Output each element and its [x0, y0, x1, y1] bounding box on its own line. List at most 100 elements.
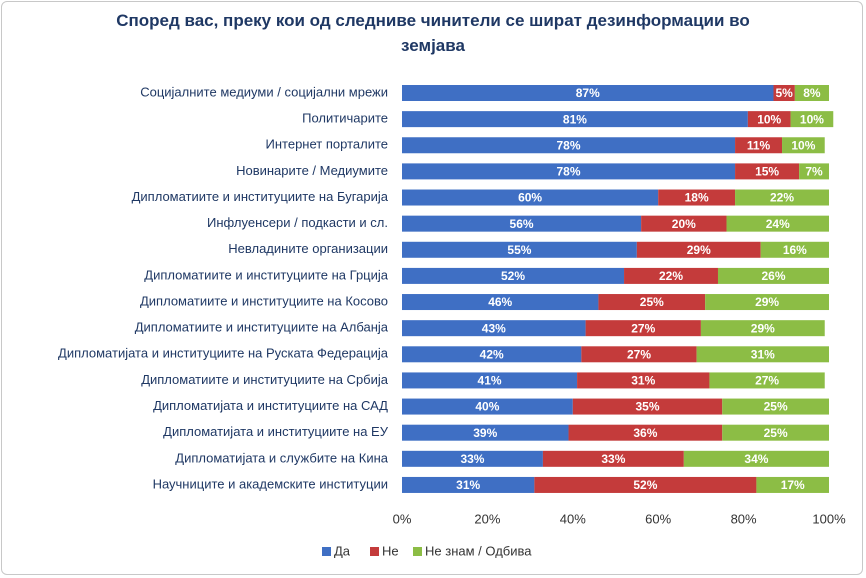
value-label: 10% — [757, 112, 781, 126]
bar-segment — [585, 320, 701, 337]
value-label: 22% — [770, 191, 794, 205]
x-tick-label: 20% — [474, 511, 500, 526]
bar-segment — [705, 294, 829, 311]
value-label: 41% — [478, 374, 502, 388]
x-tick-label: 40% — [560, 511, 586, 526]
value-label: 11% — [747, 138, 771, 152]
value-label: 55% — [507, 243, 531, 257]
value-label: 33% — [460, 452, 484, 466]
legend-swatch — [413, 547, 422, 556]
bar-segment — [402, 267, 625, 284]
category-label: Дипломатијата и службите на Кина — [175, 450, 388, 465]
value-label: 40% — [475, 400, 499, 414]
value-label: 8% — [803, 86, 821, 100]
value-label: 34% — [744, 452, 768, 466]
x-tick-label: 60% — [645, 511, 671, 526]
category-label: Дипломатиите и институциите на Албанја — [135, 320, 389, 335]
value-label: 52% — [501, 269, 525, 283]
bar-segment — [726, 215, 829, 232]
value-label: 25% — [764, 400, 788, 414]
x-tick-label: 100% — [812, 511, 846, 526]
category-label: Политичарите — [302, 111, 388, 126]
bar-segment — [735, 137, 783, 154]
bar-segment — [402, 189, 659, 206]
category-label: Научниците и академските институции — [153, 476, 388, 491]
value-label: 26% — [761, 269, 785, 283]
category-label: Интернет порталите — [266, 137, 388, 152]
value-label: 31% — [631, 374, 655, 388]
chart-title: Според вас, преку кои од следниве чините… — [116, 11, 750, 55]
bar-segment — [402, 294, 599, 311]
value-label: 42% — [480, 347, 504, 361]
value-label: 27% — [755, 374, 779, 388]
bar-segment — [402, 450, 543, 467]
value-label: 87% — [576, 86, 600, 100]
bar-segment — [773, 85, 795, 101]
value-label: 31% — [456, 478, 480, 492]
bar-segment — [636, 241, 761, 258]
value-label: 10% — [800, 112, 824, 126]
bar-segment — [598, 294, 706, 311]
bar-segment — [790, 111, 834, 128]
bar-segment — [624, 267, 718, 284]
value-label: 36% — [633, 426, 657, 440]
bar-segment — [577, 372, 710, 389]
category-label: Дипломатиите и институциите на Бугарија — [132, 189, 389, 204]
bar-segment — [760, 241, 829, 258]
value-label: 81% — [563, 112, 587, 126]
value-label: 20% — [672, 217, 696, 231]
value-label: 25% — [764, 426, 788, 440]
bar-segment — [542, 450, 684, 467]
category-label: Дипломатијата и институциите на Руската … — [58, 346, 389, 361]
bar-segment — [782, 137, 825, 154]
bar-segment — [402, 320, 586, 337]
bar-segment — [794, 85, 829, 101]
value-label: 29% — [755, 295, 779, 309]
category-label: Инфлуенсери / подкасти и сл. — [207, 215, 388, 230]
value-label: 25% — [640, 295, 664, 309]
bar-segment — [534, 476, 757, 493]
bar-segment — [402, 137, 736, 154]
value-label: 29% — [687, 243, 711, 257]
value-label: 27% — [627, 347, 651, 361]
bar-segment — [402, 85, 774, 101]
category-label: Дипломатиите и институциите на Косово — [140, 293, 388, 308]
bar-segment — [402, 111, 748, 128]
category-label: Невладините организации — [228, 241, 388, 256]
value-label: 31% — [751, 347, 775, 361]
value-label: 10% — [791, 138, 815, 152]
category-label: Дипломатиите и институциите на Србија — [141, 372, 389, 387]
value-label: 33% — [601, 452, 625, 466]
bar-segment — [658, 189, 736, 206]
value-label: 15% — [755, 165, 779, 179]
bar-segment — [756, 476, 829, 493]
value-label: 46% — [488, 295, 512, 309]
x-tick-label: 0% — [393, 511, 412, 526]
value-label: 60% — [518, 191, 542, 205]
value-label: 78% — [557, 165, 581, 179]
bar-segment — [722, 398, 829, 415]
legend-label: Не знам / Одбива — [425, 543, 532, 558]
x-tick-label: 80% — [731, 511, 757, 526]
bar-segment — [402, 346, 582, 363]
value-label: 16% — [783, 243, 807, 257]
value-label: 27% — [631, 321, 655, 335]
value-label: 22% — [659, 269, 683, 283]
bar-segment — [717, 267, 829, 284]
value-label: 35% — [636, 400, 660, 414]
category-label: Социјалните медиуми / социјални мрежи — [140, 84, 388, 99]
bar-segment — [722, 424, 829, 441]
bar-segment — [735, 189, 829, 206]
category-label: Дипломатијата и институциите на ЕУ — [163, 424, 389, 439]
value-label: 78% — [557, 138, 581, 152]
legend-label: Не — [382, 543, 399, 558]
value-label: 39% — [473, 426, 497, 440]
bar-segment — [700, 320, 825, 337]
value-label: 43% — [482, 321, 506, 335]
bar-segment — [709, 372, 825, 389]
bar-segment — [683, 450, 829, 467]
value-label: 52% — [633, 478, 657, 492]
value-label: 18% — [685, 191, 709, 205]
